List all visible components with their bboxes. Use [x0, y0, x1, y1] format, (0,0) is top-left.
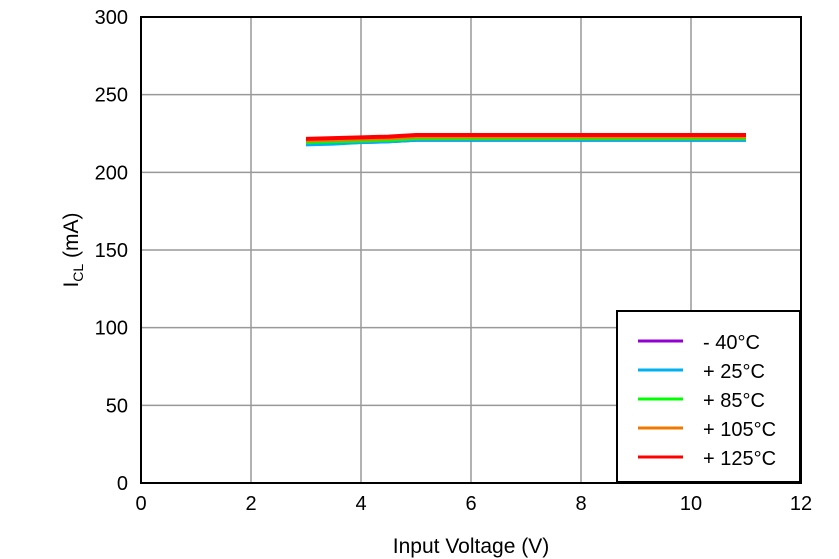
legend: - 40°C + 25°C + 85°C + 105°C + 125°C: [616, 310, 801, 483]
y-tick-label: 100: [95, 318, 128, 340]
x-tick-label: 0: [135, 493, 146, 515]
y-tick-label: 250: [95, 85, 128, 107]
legend-label: - 40°C: [703, 332, 760, 354]
series-lines: [305, 133, 746, 147]
x-tick-label: 12: [790, 493, 812, 515]
y-axis-label-main: I: [60, 282, 83, 288]
y-tick-label: 150: [95, 240, 128, 262]
legend-label: + 105°C: [703, 419, 776, 441]
y-tick-label: 50: [106, 395, 128, 417]
tick-labels: 0 2 4 6 8 10 12 0 50 100 150 200 250 300: [95, 7, 813, 515]
x-tick-label: 8: [575, 493, 586, 515]
x-tick-label: 6: [465, 493, 476, 515]
legend-label: + 125°C: [703, 448, 776, 470]
legend-label: + 85°C: [703, 390, 765, 412]
y-axis-label-unit: (mA): [60, 212, 83, 263]
y-axis-label-sub: CL: [70, 264, 86, 282]
series-line: [305, 133, 746, 141]
x-tick-label: 4: [355, 493, 366, 515]
y-tick-label: 200: [95, 162, 128, 184]
x-tick-label: 2: [245, 493, 256, 515]
y-tick-label: 0: [117, 473, 128, 495]
plot-frame: [140, 16, 802, 484]
y-axis-label: ICL (mA): [60, 212, 86, 287]
x-axis-label: Input Voltage (V): [393, 535, 549, 558]
y-tick-label: 300: [95, 7, 128, 29]
x-tick-label: 10: [680, 493, 702, 515]
legend-label: + 25°C: [703, 361, 765, 383]
